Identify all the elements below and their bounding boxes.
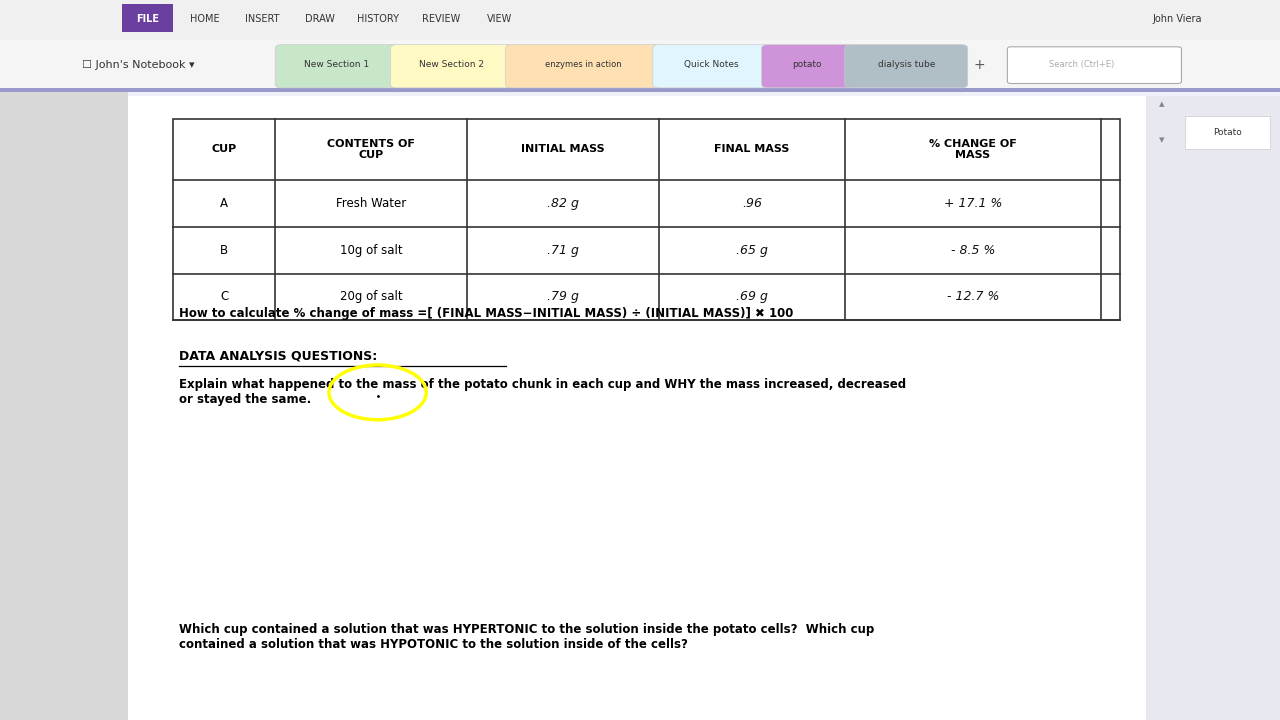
Text: A: A bbox=[220, 197, 228, 210]
Text: HISTORY: HISTORY bbox=[357, 14, 398, 24]
FancyBboxPatch shape bbox=[762, 45, 852, 88]
Text: dialysis tube: dialysis tube bbox=[878, 60, 934, 69]
Text: .79 g: .79 g bbox=[548, 290, 579, 304]
FancyBboxPatch shape bbox=[390, 45, 513, 88]
FancyBboxPatch shape bbox=[0, 0, 1280, 40]
Text: DATA ANALYSIS QUESTIONS:: DATA ANALYSIS QUESTIONS: bbox=[179, 350, 378, 363]
Text: ▾: ▾ bbox=[1160, 135, 1165, 145]
Text: + 17.1 %: + 17.1 % bbox=[943, 197, 1002, 210]
FancyBboxPatch shape bbox=[653, 45, 769, 88]
FancyBboxPatch shape bbox=[0, 88, 1280, 92]
Text: FILE: FILE bbox=[136, 14, 159, 24]
Text: .96: .96 bbox=[742, 197, 762, 210]
Text: VIEW: VIEW bbox=[486, 14, 512, 24]
Text: .82 g: .82 g bbox=[548, 197, 579, 210]
Text: Potato: Potato bbox=[1213, 128, 1242, 137]
Text: Search (Ctrl+E): Search (Ctrl+E) bbox=[1050, 60, 1114, 69]
Text: 20g of salt: 20g of salt bbox=[340, 290, 402, 304]
Text: CONTENTS OF
CUP: CONTENTS OF CUP bbox=[328, 138, 415, 160]
Text: REVIEW: REVIEW bbox=[422, 14, 461, 24]
FancyBboxPatch shape bbox=[1185, 116, 1270, 149]
Text: enzymes in action: enzymes in action bbox=[545, 60, 621, 69]
Text: Which cup contained a solution that was HYPERTONIC to the solution inside the po: Which cup contained a solution that was … bbox=[179, 624, 874, 651]
Text: FINAL MASS: FINAL MASS bbox=[714, 145, 790, 154]
Text: C: C bbox=[220, 290, 228, 304]
Text: HOME: HOME bbox=[189, 14, 220, 24]
Text: 10g of salt: 10g of salt bbox=[340, 243, 402, 257]
FancyBboxPatch shape bbox=[1007, 47, 1181, 84]
Text: DRAW: DRAW bbox=[305, 14, 335, 24]
Text: .71 g: .71 g bbox=[548, 243, 579, 257]
Text: - 12.7 %: - 12.7 % bbox=[947, 290, 998, 304]
FancyBboxPatch shape bbox=[845, 45, 968, 88]
Text: - 8.5 %: - 8.5 % bbox=[951, 243, 995, 257]
FancyBboxPatch shape bbox=[0, 40, 1280, 90]
FancyBboxPatch shape bbox=[1146, 96, 1280, 720]
FancyBboxPatch shape bbox=[275, 45, 398, 88]
Text: .65 g: .65 g bbox=[736, 243, 768, 257]
Text: Fresh Water: Fresh Water bbox=[337, 197, 406, 210]
Text: New Section 1: New Section 1 bbox=[305, 60, 369, 69]
Text: .69 g: .69 g bbox=[736, 290, 768, 304]
FancyBboxPatch shape bbox=[122, 4, 173, 32]
Text: INITIAL MASS: INITIAL MASS bbox=[521, 145, 605, 154]
FancyBboxPatch shape bbox=[173, 119, 1120, 320]
Text: ▴: ▴ bbox=[1160, 99, 1165, 109]
Text: ☐ John's Notebook ▾: ☐ John's Notebook ▾ bbox=[82, 60, 195, 70]
FancyBboxPatch shape bbox=[128, 96, 1146, 720]
Text: CUP: CUP bbox=[211, 145, 237, 154]
Text: John Viera: John Viera bbox=[1153, 14, 1202, 24]
Text: Explain what happened to the mass of the potato chunk in each cup and WHY the ma: Explain what happened to the mass of the… bbox=[179, 379, 906, 406]
FancyBboxPatch shape bbox=[0, 0, 128, 720]
Text: % CHANGE OF
MASS: % CHANGE OF MASS bbox=[929, 138, 1016, 160]
Text: potato: potato bbox=[792, 60, 822, 69]
Text: INSERT: INSERT bbox=[246, 14, 279, 24]
Text: How to calculate % change of mass =[ (FINAL MASS−INITIAL MASS) ÷ (INITIAL MASS)]: How to calculate % change of mass =[ (FI… bbox=[179, 307, 794, 320]
Text: B: B bbox=[220, 243, 228, 257]
FancyBboxPatch shape bbox=[506, 45, 660, 88]
Text: +: + bbox=[973, 58, 986, 72]
Text: New Section 2: New Section 2 bbox=[420, 60, 484, 69]
Text: Quick Notes: Quick Notes bbox=[684, 60, 739, 69]
